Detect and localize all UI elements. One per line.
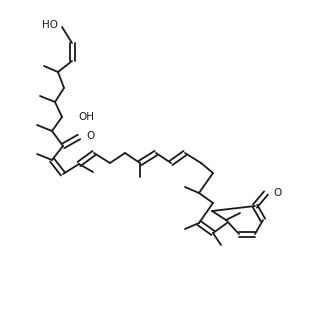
Text: O: O [86,131,94,141]
Text: OH: OH [78,112,94,122]
Text: O: O [273,188,281,198]
Text: HO: HO [42,20,58,30]
